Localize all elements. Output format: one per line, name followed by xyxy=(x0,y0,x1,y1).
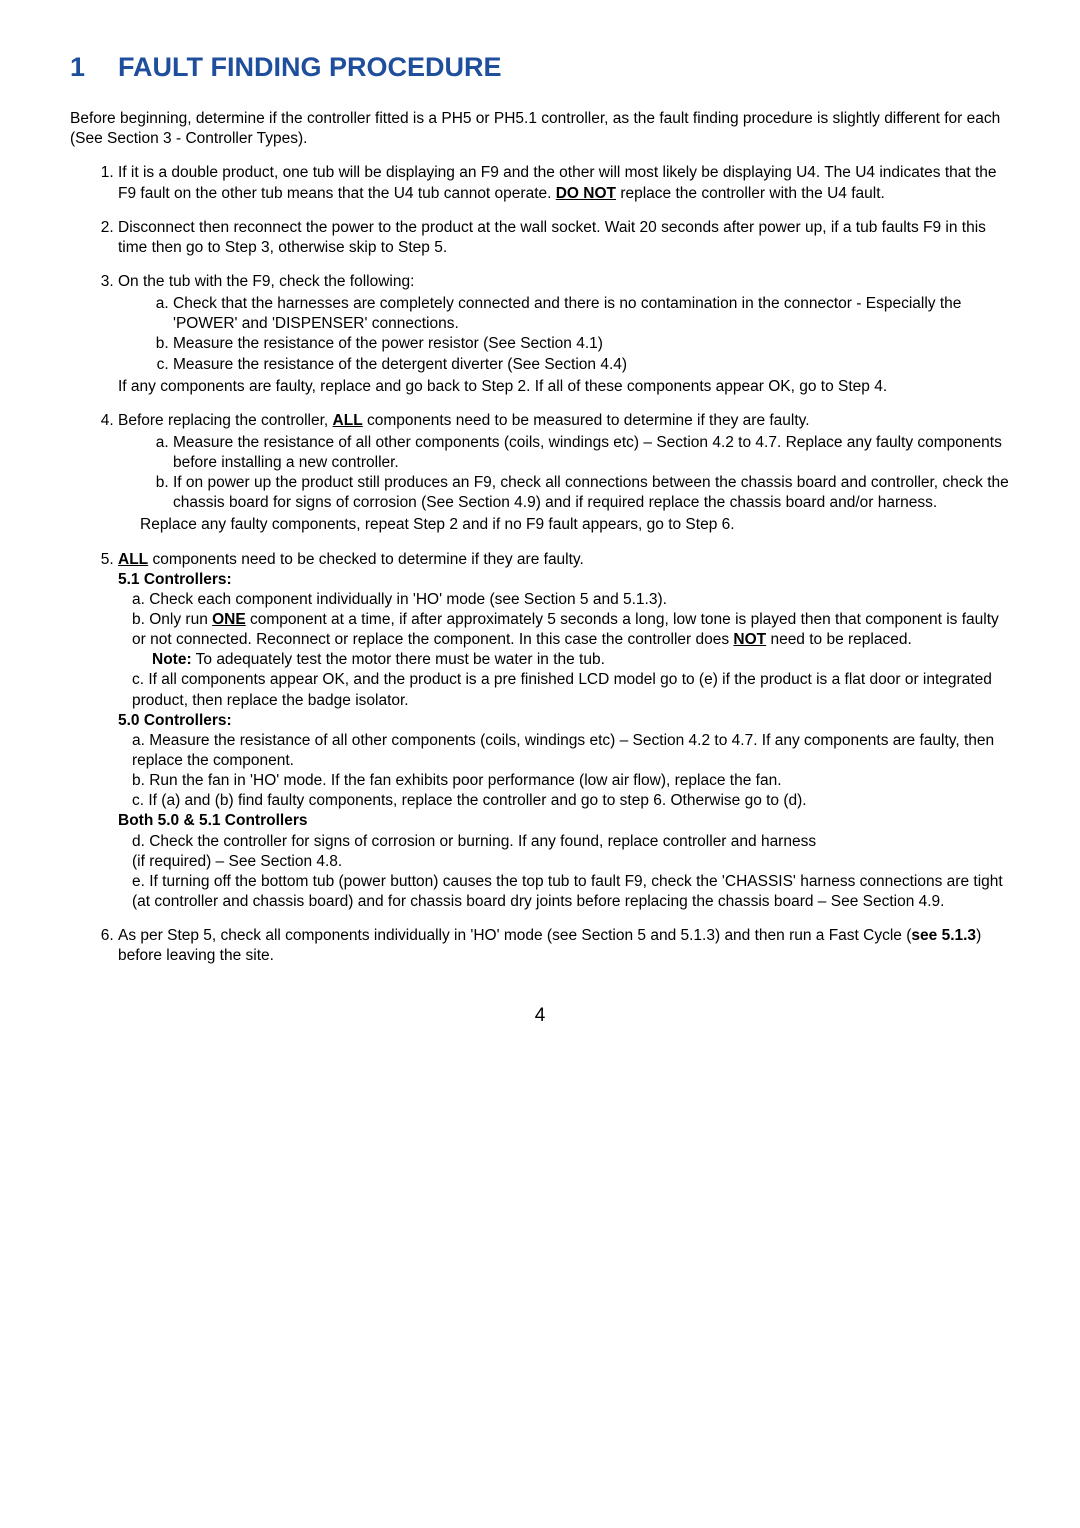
section-title: FAULT FINDING PROCEDURE xyxy=(118,52,502,82)
step-4-after: Replace any faulty components, repeat St… xyxy=(118,515,1010,535)
step-4: Before replacing the controller, ALL com… xyxy=(118,411,1010,536)
step-5-3d-cont: (if required) – See Section 4.8. xyxy=(132,852,1010,872)
step-3: On the tub with the F9, check the follow… xyxy=(118,272,1010,397)
step-5-1c: c. If all components appear OK, and the … xyxy=(132,670,1010,710)
step-3-after: If any components are faulty, replace an… xyxy=(118,377,1010,397)
step-5-1b: b. Only run ONE component at a time, if … xyxy=(132,610,1010,670)
step-5: ALL components need to be checked to det… xyxy=(118,550,1010,913)
emphasis-all: ALL xyxy=(333,412,363,429)
step-6: As per Step 5, check all components indi… xyxy=(118,926,1010,966)
note-text: To adequately test the motor there must … xyxy=(192,651,605,668)
step-2: Disconnect then reconnect the power to t… xyxy=(118,218,1010,258)
step-4b: If on power up the product still produce… xyxy=(173,473,1010,513)
note-label: Note: xyxy=(152,651,192,668)
heading-both-controllers: Both 5.0 & 5.1 Controllers xyxy=(118,811,1010,831)
heading-5-0-controllers: 5.0 Controllers: xyxy=(118,711,1010,731)
step-5-3e: e. If turning off the bottom tub (power … xyxy=(132,872,1010,912)
emphasis-all-2: ALL xyxy=(118,551,148,568)
step-5-2b: b. Run the fan in 'HO' mode. If the fan … xyxy=(132,771,1010,791)
emphasis-not: NOT xyxy=(733,631,766,648)
section-number: 1 xyxy=(70,50,118,85)
step-5-3d: d. Check the controller for signs of cor… xyxy=(132,832,1010,852)
emphasis-see-513: see 5.1.3 xyxy=(911,927,976,944)
step-3b: Measure the resistance of the power resi… xyxy=(173,334,1010,354)
intro-paragraph: Before beginning, determine if the contr… xyxy=(70,109,1010,149)
step-4a: Measure the resistance of all other comp… xyxy=(173,433,1010,473)
step-5-2a: a. Measure the resistance of all other c… xyxy=(132,731,1010,771)
page-number: 4 xyxy=(70,1004,1010,1029)
step-5-2c: c. If (a) and (b) find faulty components… xyxy=(132,791,1010,811)
heading-5-1-controllers: 5.1 Controllers: xyxy=(118,570,1010,590)
emphasis-one: ONE xyxy=(212,611,246,628)
step-3c: Measure the resistance of the detergent … xyxy=(173,355,1010,375)
step-5-1a: a. Check each component individually in … xyxy=(132,590,1010,610)
step-1: If it is a double product, one tub will … xyxy=(118,163,1010,203)
step-3a: Check that the harnesses are completely … xyxy=(173,294,1010,334)
page-title: 1FAULT FINDING PROCEDURE xyxy=(70,50,1010,85)
emphasis-do-not: DO NOT xyxy=(556,185,616,202)
